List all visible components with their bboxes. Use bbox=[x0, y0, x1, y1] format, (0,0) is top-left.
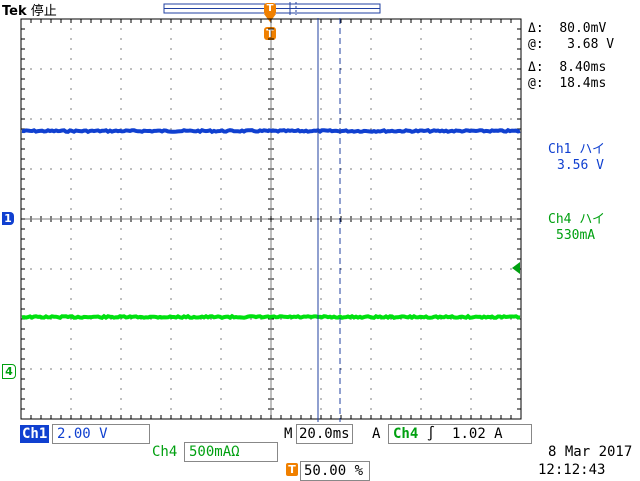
cursor-time-at: @: 18.4ms bbox=[528, 76, 606, 92]
date: 8 Mar 2017 bbox=[548, 444, 633, 460]
run-state: 停止 bbox=[30, 4, 57, 19]
at-symbol-2: @: bbox=[528, 76, 544, 91]
ch4-scale[interactable]: 500mAΩ bbox=[184, 442, 278, 462]
cursor-amp-delta: Δ: 80.0mV bbox=[528, 21, 606, 37]
cursor-time-delta-value: 8.40ms bbox=[559, 60, 607, 75]
ch1-label[interactable]: Ch1 bbox=[20, 425, 50, 443]
brand-logo: Tek bbox=[2, 4, 27, 19]
graticule bbox=[20, 18, 522, 420]
delta-symbol-2: Δ: bbox=[528, 60, 544, 75]
measurement-ch1-high-value: 3.56 V bbox=[557, 158, 604, 173]
trigger-marker-label: T bbox=[266, 27, 274, 40]
trigger-info[interactable]: Ch4 ∫ 1.02 A bbox=[388, 424, 532, 444]
trigger-arrow-icon bbox=[264, 14, 276, 22]
trigger-mode: A bbox=[372, 426, 381, 442]
measurement-ch4-high-label: Ch4 ハイ bbox=[548, 212, 606, 227]
cursor-amp-delta-value: 80.0mV bbox=[559, 21, 607, 36]
measurement-ch1-high-label: Ch1 ハイ bbox=[548, 142, 606, 157]
cursor-time-delta: Δ: 8.40ms bbox=[528, 60, 606, 76]
ch1-scale[interactable]: 2.00 V bbox=[52, 424, 150, 444]
timebase[interactable]: 20.0ms bbox=[296, 424, 353, 444]
ch1-waveform bbox=[21, 127, 521, 135]
cursor-amp-at-value: 3.68 V bbox=[567, 37, 615, 52]
ch1-marker-label: 1 bbox=[4, 212, 12, 225]
trigger-source: Ch4 bbox=[393, 426, 419, 442]
cursor-amp-at: @: 3.68 V bbox=[528, 37, 614, 53]
trigger-level-icon bbox=[512, 262, 520, 274]
at-symbol: @: bbox=[528, 37, 544, 52]
trigger-position-icon: T bbox=[286, 463, 298, 476]
ch4-marker-label: 4 bbox=[5, 365, 13, 378]
ch4-waveform bbox=[21, 313, 521, 321]
measurement-ch4-high-value: 530mA bbox=[556, 228, 596, 243]
ch4-ground-marker[interactable]: 4 bbox=[2, 364, 16, 379]
waveform-display[interactable] bbox=[20, 18, 522, 422]
trigger-position-marker-top[interactable]: T bbox=[264, 3, 276, 15]
ch1-ground-marker[interactable]: 1 bbox=[2, 212, 14, 225]
trigger-position-marker-top-label: T bbox=[266, 3, 274, 14]
delta-symbol: Δ: bbox=[528, 21, 544, 36]
time: 12:12:43 bbox=[538, 462, 606, 478]
rising-edge-icon: ∫ bbox=[426, 426, 436, 442]
ch4-label[interactable]: Ch4 bbox=[152, 444, 178, 460]
cursor-time-at-value: 18.4ms bbox=[559, 76, 607, 91]
trigger-position[interactable]: 50.00 % bbox=[300, 461, 370, 481]
trigger-marker[interactable]: T bbox=[264, 27, 276, 40]
header-brand: Tek 停止 bbox=[2, 0, 57, 19]
timebase-prefix: M bbox=[284, 426, 293, 442]
trigger-level: 1.02 A bbox=[452, 426, 503, 442]
